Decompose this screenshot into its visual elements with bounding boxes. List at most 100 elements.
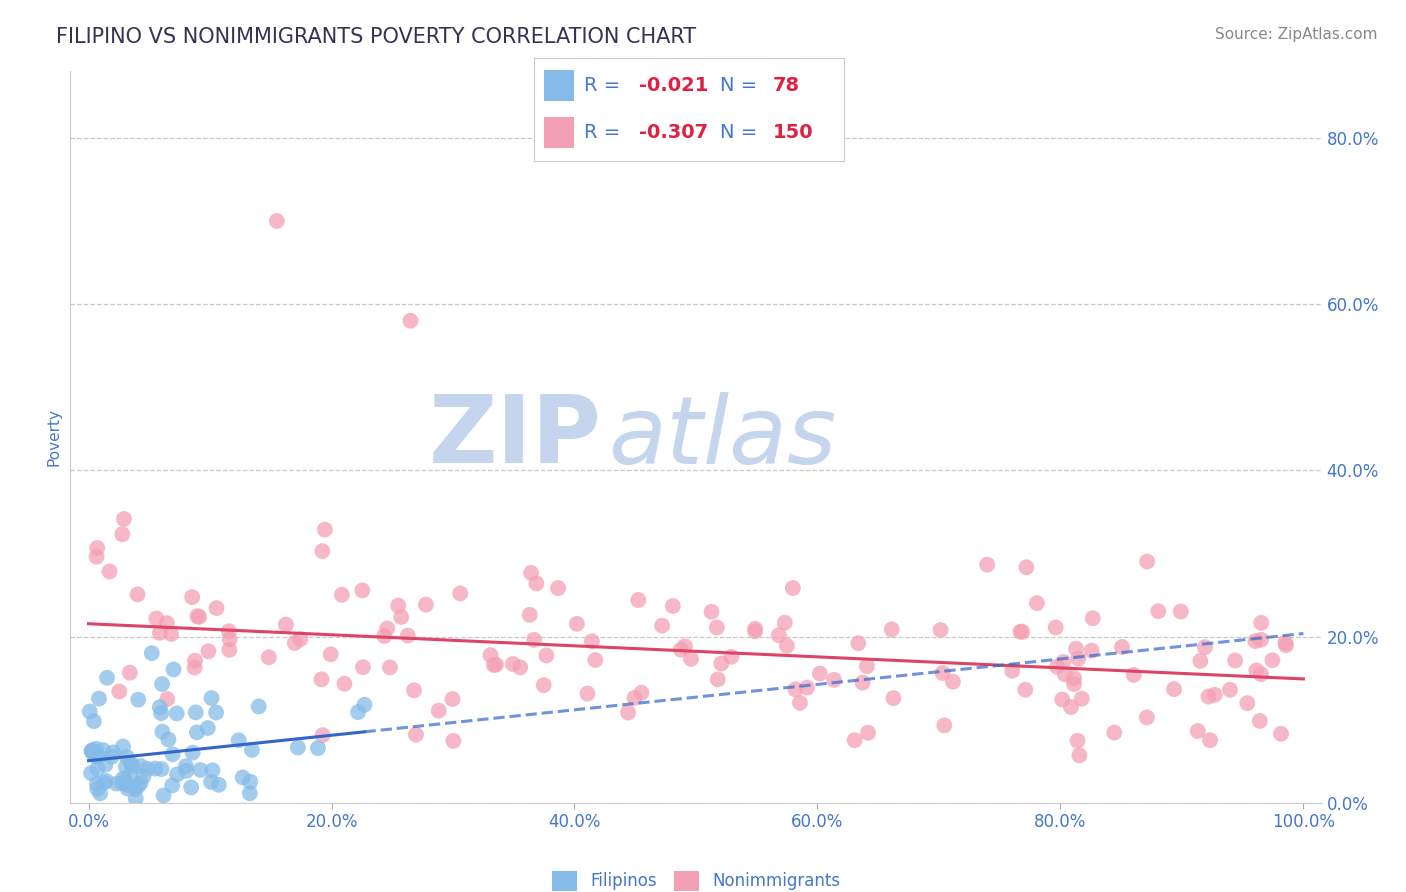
Point bbox=[1250, 667, 1272, 681]
Point bbox=[205, 706, 228, 720]
Point bbox=[1198, 690, 1220, 704]
Point bbox=[96, 773, 118, 788]
Point bbox=[617, 706, 640, 720]
Point bbox=[157, 732, 180, 747]
Point bbox=[290, 632, 312, 646]
Point bbox=[526, 576, 548, 591]
Point bbox=[1122, 668, 1144, 682]
Point bbox=[1063, 677, 1085, 691]
Point bbox=[1053, 667, 1076, 681]
Point bbox=[114, 772, 136, 787]
Point bbox=[509, 660, 531, 674]
Point bbox=[375, 622, 398, 636]
Point bbox=[1066, 733, 1088, 747]
Point bbox=[627, 593, 650, 607]
Point bbox=[942, 674, 965, 689]
Point bbox=[86, 541, 108, 555]
Point bbox=[405, 728, 427, 742]
Point bbox=[744, 624, 766, 639]
Point bbox=[184, 654, 207, 668]
Point bbox=[86, 781, 108, 796]
Point bbox=[1163, 682, 1185, 697]
Point bbox=[976, 558, 998, 572]
Point bbox=[186, 609, 208, 624]
Point bbox=[1147, 604, 1170, 618]
Point bbox=[330, 588, 353, 602]
Point bbox=[1244, 634, 1267, 648]
Point bbox=[197, 721, 219, 735]
Text: -0.307: -0.307 bbox=[640, 123, 709, 143]
Point bbox=[174, 759, 197, 773]
Point bbox=[1052, 655, 1074, 669]
Point bbox=[86, 762, 108, 776]
Text: atlas: atlas bbox=[609, 392, 837, 483]
Point bbox=[929, 623, 952, 637]
Point bbox=[111, 776, 134, 790]
Point bbox=[710, 657, 733, 671]
Point bbox=[200, 691, 222, 706]
Point bbox=[190, 763, 212, 777]
Point bbox=[150, 677, 173, 691]
Point bbox=[80, 744, 103, 758]
Point bbox=[162, 662, 184, 676]
Point bbox=[1261, 653, 1284, 667]
Point bbox=[287, 740, 309, 755]
Text: N =: N = bbox=[720, 76, 763, 95]
Text: R =: R = bbox=[583, 76, 626, 95]
Point bbox=[882, 691, 904, 706]
Point bbox=[145, 611, 167, 625]
Point bbox=[583, 653, 606, 667]
Point bbox=[127, 779, 149, 793]
Point bbox=[188, 609, 211, 624]
Point bbox=[127, 587, 149, 601]
Point bbox=[120, 756, 142, 771]
Point bbox=[669, 642, 692, 657]
Point bbox=[132, 769, 155, 783]
Point bbox=[218, 624, 240, 639]
Point bbox=[183, 660, 205, 674]
Point bbox=[314, 523, 336, 537]
Point bbox=[1067, 651, 1090, 665]
Point bbox=[773, 615, 796, 630]
Point bbox=[160, 627, 183, 641]
Point bbox=[441, 692, 464, 706]
Point bbox=[162, 747, 184, 762]
Point bbox=[931, 665, 953, 680]
Point bbox=[197, 644, 219, 658]
Point bbox=[125, 791, 148, 805]
Point bbox=[402, 683, 425, 698]
Legend: Filipinos, Nonimmigrants: Filipinos, Nonimmigrants bbox=[544, 863, 848, 892]
Point bbox=[239, 786, 262, 800]
Point bbox=[118, 665, 141, 680]
Point bbox=[228, 733, 250, 747]
Point bbox=[150, 762, 173, 776]
Point bbox=[127, 692, 149, 706]
Point bbox=[232, 771, 254, 785]
Point bbox=[98, 565, 121, 579]
Point bbox=[1204, 688, 1226, 702]
Point bbox=[176, 764, 198, 778]
Point bbox=[87, 691, 110, 706]
Point bbox=[160, 779, 183, 793]
Point bbox=[136, 762, 159, 776]
Point bbox=[184, 706, 207, 720]
Point bbox=[630, 686, 652, 700]
Point bbox=[83, 714, 105, 729]
Point bbox=[796, 681, 818, 695]
Point bbox=[768, 628, 790, 642]
Point bbox=[89, 786, 111, 800]
Point bbox=[150, 724, 173, 739]
Point bbox=[1070, 691, 1092, 706]
Point bbox=[1069, 748, 1091, 763]
Point bbox=[166, 767, 188, 781]
Point bbox=[166, 706, 188, 721]
Point bbox=[111, 527, 134, 541]
Point bbox=[311, 544, 333, 558]
Point bbox=[1064, 641, 1087, 656]
Point bbox=[181, 746, 204, 760]
Point bbox=[1046, 659, 1069, 673]
Point bbox=[396, 629, 419, 643]
Point bbox=[353, 698, 375, 712]
Point bbox=[143, 762, 166, 776]
Point bbox=[1249, 714, 1271, 728]
